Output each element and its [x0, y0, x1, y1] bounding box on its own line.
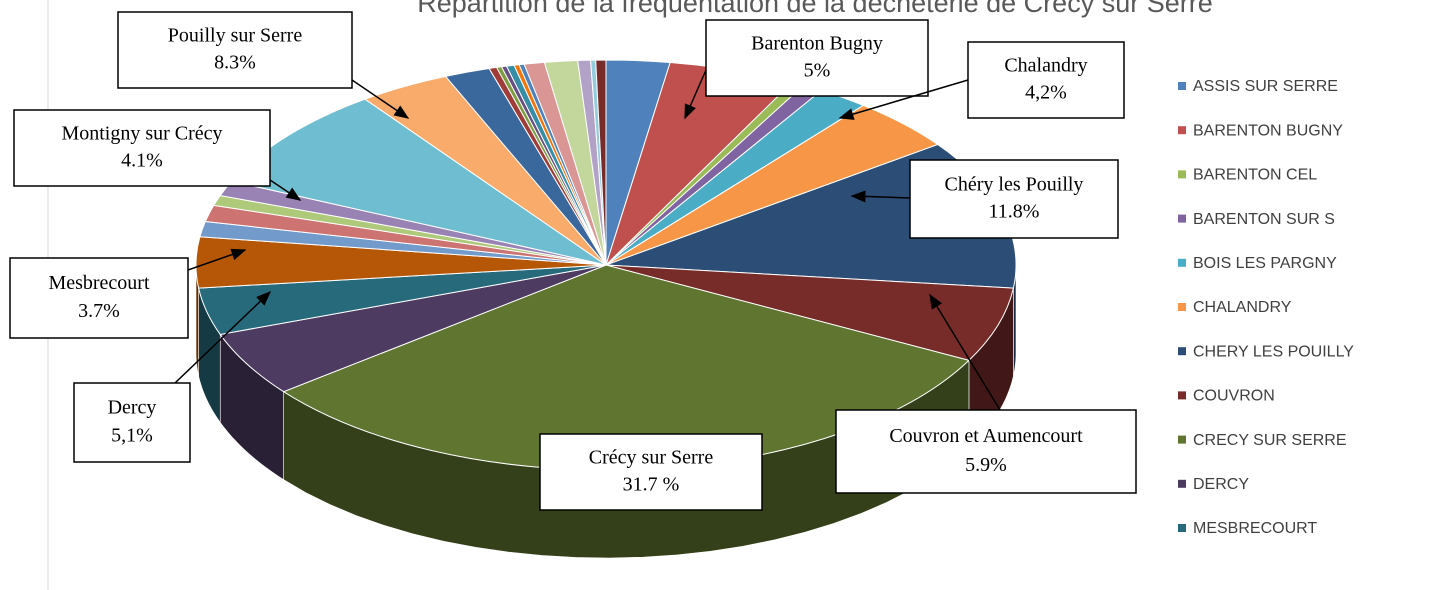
callout-value: 5,1% [111, 424, 153, 446]
legend-label: BARENTON SUR S [1193, 211, 1335, 228]
callout-name: Montigny sur Crécy [61, 123, 222, 145]
legend-label: CRECY SUR SERRE [1193, 432, 1347, 449]
legend-label: CHERY LES POUILLY [1193, 343, 1354, 360]
callout-arrow [850, 190, 911, 203]
callout-name: Dercy [108, 397, 157, 419]
callout-box [539, 433, 763, 511]
pie-tops [195, 59, 1017, 471]
slice [605, 264, 1014, 361]
slice [595, 59, 607, 266]
legend-label: CHALANDRY [1193, 299, 1292, 316]
callout-arrow [174, 290, 272, 384]
legend-swatch [1178, 391, 1186, 400]
callout-name: Barenton Bugny [751, 33, 883, 55]
callout-box [967, 41, 1125, 119]
legend-swatch [1178, 479, 1186, 488]
callout-value: 4.1% [121, 149, 163, 171]
legend-swatch [1178, 347, 1186, 356]
callout-arrow [351, 79, 410, 119]
legend-swatch [1178, 258, 1186, 267]
callout-value: 3.7% [78, 300, 120, 322]
callout-name: Mesbrecourt [48, 272, 150, 294]
callout-arrow [684, 69, 707, 120]
legend-label: COUVRON [1193, 388, 1275, 405]
legend-swatch [1178, 170, 1186, 179]
legend-label: DERCY [1193, 476, 1249, 493]
legend-swatch [1178, 82, 1186, 90]
callout-name: Couvron et Aumencourt [889, 425, 1083, 447]
callout-arrow [838, 79, 969, 120]
callout-value: 31.7 % [623, 473, 680, 495]
legend-label: BARENTON BUGNY [1193, 122, 1343, 139]
legend-label: BOIS LES PARGNY [1193, 255, 1337, 272]
callout-box [9, 257, 189, 339]
callout-value: 4,2% [1025, 81, 1067, 103]
callout-box [705, 19, 929, 97]
callout-box [909, 159, 1119, 239]
legend-swatch [1178, 435, 1186, 444]
callout-value: 5% [804, 59, 831, 81]
callout-arrow [929, 293, 1001, 411]
callout-arrow [187, 248, 247, 271]
callout-name: Chéry les Pouilly [945, 173, 1084, 195]
callout-value: 8.3% [214, 51, 256, 73]
legend-swatch [1178, 126, 1186, 135]
legend-swatch [1178, 524, 1186, 532]
callout-box [835, 409, 1137, 494]
callout-value: 5.9% [965, 454, 1007, 476]
callout-arrow [269, 179, 302, 201]
legend-swatch [1178, 214, 1186, 223]
callout-name: Pouilly sur Serre [168, 25, 303, 47]
legend-label: ASSIS SUR SERRE [1193, 78, 1338, 95]
callout-name: Chalandry [1004, 55, 1087, 77]
legend-label: MESBRECOURT [1193, 520, 1317, 537]
callout-name: Crécy sur Serre [589, 447, 714, 469]
callout-box [13, 109, 271, 187]
callout-box [117, 11, 353, 89]
legend-swatch [1178, 303, 1186, 311]
callout-box [73, 382, 191, 463]
chart-title: Répartition de la fréquentation de la dé… [417, 0, 1212, 18]
legend-label: BARENTON CEL [1193, 167, 1317, 184]
callout-value: 11.8% [989, 201, 1040, 223]
